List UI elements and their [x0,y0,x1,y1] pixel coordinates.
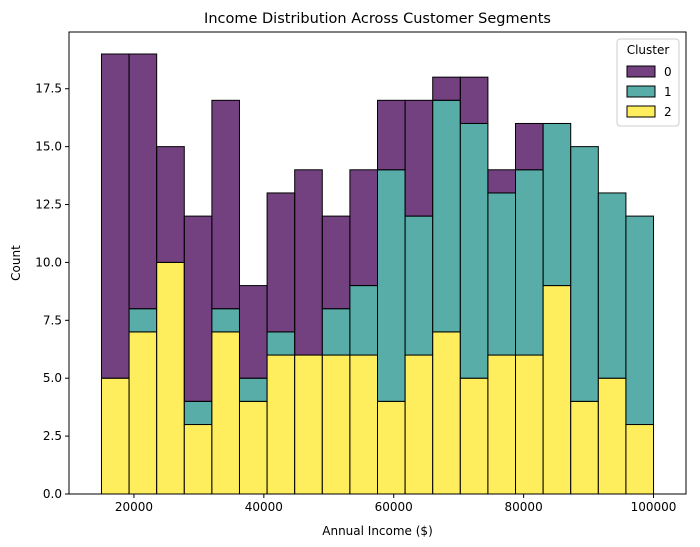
bar-cluster-2-bin-17 [570,400,599,495]
bar-cluster-2-bin-18 [597,377,627,495]
bar-cluster-0-bin-6 [266,192,296,333]
bar-cluster-1-bin-4 [211,308,240,333]
bar-cluster-1-bin-6 [266,331,296,356]
y-tick-label: 12.5 [35,198,62,212]
x-tick-label: 20000 [115,500,153,514]
x-axis-label: Annual Income ($) [322,524,433,538]
bar-cluster-0-bin-0 [100,53,130,379]
legend-swatch-2 [626,105,656,118]
bar-cluster-2-bin-19 [625,424,655,495]
y-tick-label: 5.0 [43,371,62,385]
bar-cluster-2-bin-10 [377,400,406,495]
bar-cluster-2-bin-9 [349,354,378,495]
bar-cluster-1-bin-16 [542,122,572,287]
bar-cluster-0-bin-11 [404,99,434,217]
bar-cluster-2-bin-2 [156,261,185,495]
bar-cluster-2-bin-15 [515,354,544,495]
bar-cluster-2-bin-7 [294,354,323,495]
bar-cluster-2-bin-8 [321,354,351,495]
bar-cluster-1-bin-11 [404,215,434,356]
y-tick-label: 17.5 [35,82,62,96]
bar-cluster-2-bin-5 [238,400,268,495]
bar-cluster-1-bin-9 [349,285,378,356]
legend: Cluster 0 1 2 [616,38,680,127]
bar-cluster-1-bin-15 [515,169,544,356]
bar-cluster-2-bin-1 [128,331,158,495]
bar-cluster-0-bin-2 [156,146,185,263]
legend-label-0: 0 [664,65,672,79]
bar-cluster-1-bin-3 [183,400,213,426]
x-tick-label: 40000 [245,500,283,514]
x-axis: 20000 40000 60000 80000 100000 [115,494,677,514]
plot-frame [68,31,687,495]
bar-cluster-0-bin-15 [515,122,544,171]
bar-cluster-1-bin-14 [487,192,517,356]
bar-cluster-0-bin-10 [377,99,406,171]
bar-cluster-1-bin-8 [321,308,351,356]
legend-label-2: 2 [664,105,672,119]
legend-swatch-1 [626,85,656,98]
x-tick-label: 80000 [505,500,543,514]
bar-cluster-2-bin-4 [211,331,240,495]
bars-group [100,53,655,495]
bar-cluster-2-bin-11 [404,354,434,495]
bar-cluster-0-bin-5 [238,285,268,379]
bar-cluster-2-bin-6 [266,354,296,495]
legend-title: Cluster [627,43,670,57]
bar-cluster-0-bin-3 [183,215,213,402]
bar-cluster-2-bin-14 [487,354,517,495]
chart-title: Income Distribution Across Customer Segm… [204,11,551,27]
bar-cluster-0-bin-7 [294,169,323,356]
y-tick-label: 2.5 [43,429,62,443]
bar-cluster-1-bin-13 [459,122,489,379]
bar-cluster-1-bin-12 [432,99,461,333]
bar-cluster-1-bin-18 [597,192,627,379]
y-tick-label: 0.0 [43,487,62,501]
legend-box [616,38,680,127]
bar-cluster-0-bin-14 [487,169,517,194]
bar-cluster-2-bin-0 [100,377,130,495]
bar-cluster-0-bin-1 [128,53,158,310]
legend-swatch-0 [626,65,656,78]
bar-cluster-1-bin-10 [377,169,406,402]
bar-cluster-2-bin-3 [183,424,213,495]
bar-cluster-0-bin-9 [349,169,378,287]
y-tick-label: 7.5 [43,313,62,327]
bar-cluster-2-bin-16 [542,285,572,495]
y-axis-label: Count [9,245,23,281]
bar-cluster-1-bin-17 [570,146,599,402]
bar-cluster-0-bin-12 [432,76,461,101]
y-tick-label: 10.0 [35,255,62,269]
x-tick-label: 60000 [375,500,413,514]
legend-label-1: 1 [664,85,672,99]
bar-cluster-0-bin-13 [459,76,489,124]
bar-cluster-1-bin-1 [128,308,158,333]
bar-cluster-0-bin-8 [321,215,351,310]
bar-cluster-1-bin-19 [625,215,655,426]
y-axis: 0.0 2.5 5.0 7.5 10.0 12.5 15.0 17.5 [35,82,69,501]
bar-cluster-1-bin-5 [238,377,268,402]
bar-cluster-2-bin-13 [459,377,489,495]
y-tick-label: 15.0 [35,140,62,154]
bar-cluster-2-bin-12 [432,331,461,495]
bar-cluster-0-bin-4 [211,99,240,310]
x-tick-label: 100000 [631,500,677,514]
